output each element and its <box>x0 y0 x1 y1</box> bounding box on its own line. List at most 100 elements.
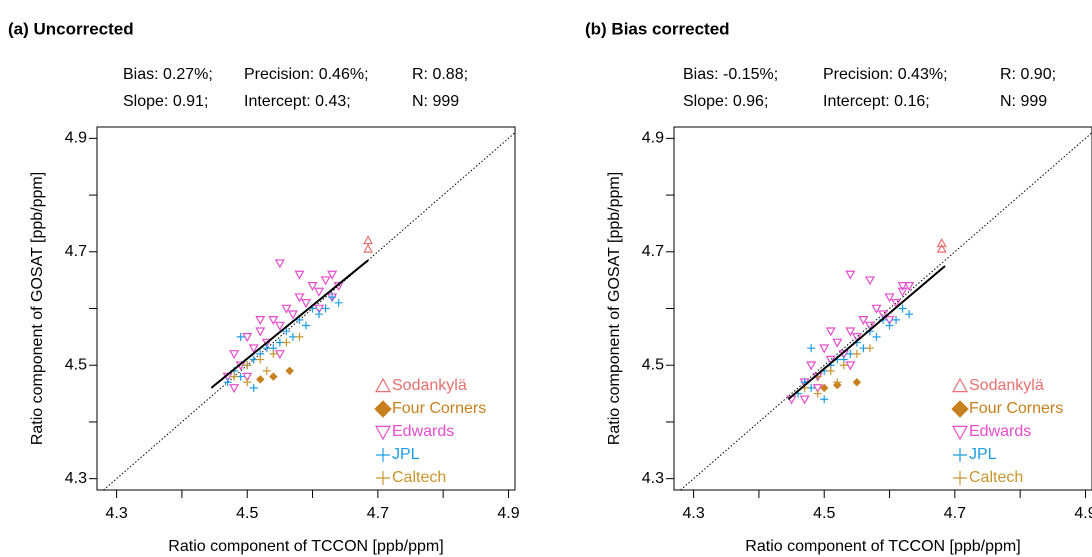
y-axis-label: Ratio component of GOSAT [ppb/ppm] <box>606 172 623 445</box>
fit-line <box>210 259 369 389</box>
data-point <box>255 316 266 326</box>
y-tick-label: 4.5 <box>65 356 87 373</box>
legend-label: Caltech <box>392 469 446 486</box>
data-point <box>223 378 232 387</box>
legend-label: JPL <box>969 446 997 463</box>
y-tick-label: 4.7 <box>642 243 664 260</box>
y-tick-label: 4.9 <box>642 130 664 147</box>
data-point <box>865 344 874 353</box>
data-point <box>799 395 810 405</box>
panel: (b) Bias corrected Bias: -0.15%; Precision… <box>585 19 1092 555</box>
data-point <box>294 270 305 280</box>
x-tick-label: 4.9 <box>1074 505 1092 522</box>
x-tick-label: 4.7 <box>944 505 966 522</box>
data-point <box>872 332 881 341</box>
data-point <box>295 332 304 341</box>
data-point <box>852 378 862 387</box>
data-point <box>363 243 374 253</box>
data-point <box>307 282 318 292</box>
stat-text: Precision: 0.46%; <box>244 66 369 83</box>
data-point <box>864 321 875 331</box>
data-point <box>302 321 310 330</box>
data-point <box>904 282 915 292</box>
legend-symbol <box>953 471 967 485</box>
x-axis-label: Ratio component of TCCON [ppb/ppm] <box>168 538 443 555</box>
stat-text: Bias: -0.15%; <box>683 66 778 83</box>
data-point <box>262 366 271 375</box>
data-point <box>230 372 239 381</box>
data-point <box>281 304 292 314</box>
fit-line <box>787 265 946 401</box>
legend-symbol <box>374 377 392 393</box>
x-tick-label: 4.7 <box>367 505 389 522</box>
data-point <box>282 338 291 347</box>
x-tick-label: 4.5 <box>813 505 835 522</box>
legend-symbol <box>376 471 390 485</box>
y-tick-label: 4.3 <box>642 470 664 487</box>
data-point <box>858 316 869 326</box>
data-point <box>248 344 259 354</box>
data-point <box>334 298 343 307</box>
data-point <box>820 383 829 393</box>
y-axis-label: Ratio component of GOSAT [ppb/ppm] <box>29 172 46 445</box>
data-point <box>243 361 252 370</box>
data-point <box>285 366 294 376</box>
data-point <box>269 372 278 381</box>
legend-label: Four Corners <box>392 400 486 417</box>
data-point <box>294 293 305 303</box>
legend-symbol <box>951 377 969 393</box>
data-point <box>256 355 265 364</box>
y-tick-label: 4.9 <box>65 130 87 147</box>
data-point <box>315 310 324 319</box>
legend-label: Sodankylä <box>392 377 467 394</box>
stat-text: Intercept: 0.43; <box>244 93 351 110</box>
x-tick-label: 4.3 <box>682 505 704 522</box>
panel-title: (b) Bias corrected <box>585 19 730 38</box>
stat-text: R: 0.88; <box>412 66 468 83</box>
data-point <box>936 238 947 248</box>
data-point <box>229 384 240 394</box>
data-point <box>891 299 902 309</box>
data-point <box>905 310 914 319</box>
data-point <box>807 344 816 353</box>
data-point <box>813 389 822 398</box>
data-point <box>314 287 325 297</box>
legend-label: JPL <box>392 446 420 463</box>
stat-text: Slope: 0.96; <box>683 93 768 110</box>
data-point <box>897 282 908 292</box>
data-point <box>884 316 895 326</box>
stat-text: N: 999 <box>1000 93 1047 110</box>
data-point <box>936 243 947 253</box>
data-point <box>826 366 835 375</box>
data-point <box>242 333 253 343</box>
data-point <box>845 327 856 337</box>
data-point <box>852 349 861 358</box>
legend-label: Caltech <box>969 469 1023 486</box>
data-point <box>884 293 895 303</box>
legend-symbol <box>951 400 969 418</box>
data-point <box>832 338 843 348</box>
legend-symbol <box>374 425 392 441</box>
legend-label: Edwards <box>392 423 454 440</box>
data-point <box>327 270 338 280</box>
data-point <box>229 350 240 360</box>
y-tick-label: 4.5 <box>642 356 664 373</box>
data-point <box>885 321 894 330</box>
data-point <box>845 270 856 280</box>
legend-symbol <box>951 425 969 441</box>
data-point <box>898 304 907 313</box>
data-point <box>321 304 330 313</box>
data-point <box>871 304 882 314</box>
stat-text: Intercept: 0.16; <box>823 93 930 110</box>
data-point <box>269 349 278 358</box>
data-point <box>255 327 266 337</box>
data-point <box>287 310 298 320</box>
data-point <box>820 395 829 404</box>
data-point <box>819 344 830 354</box>
data-point <box>274 259 285 269</box>
data-point <box>897 287 908 297</box>
panel: (a) Uncorrected Bias: 0.27%; Precision: 0.… <box>8 19 520 555</box>
data-point <box>845 361 856 371</box>
stat-text: Slope: 0.91; <box>123 93 208 110</box>
